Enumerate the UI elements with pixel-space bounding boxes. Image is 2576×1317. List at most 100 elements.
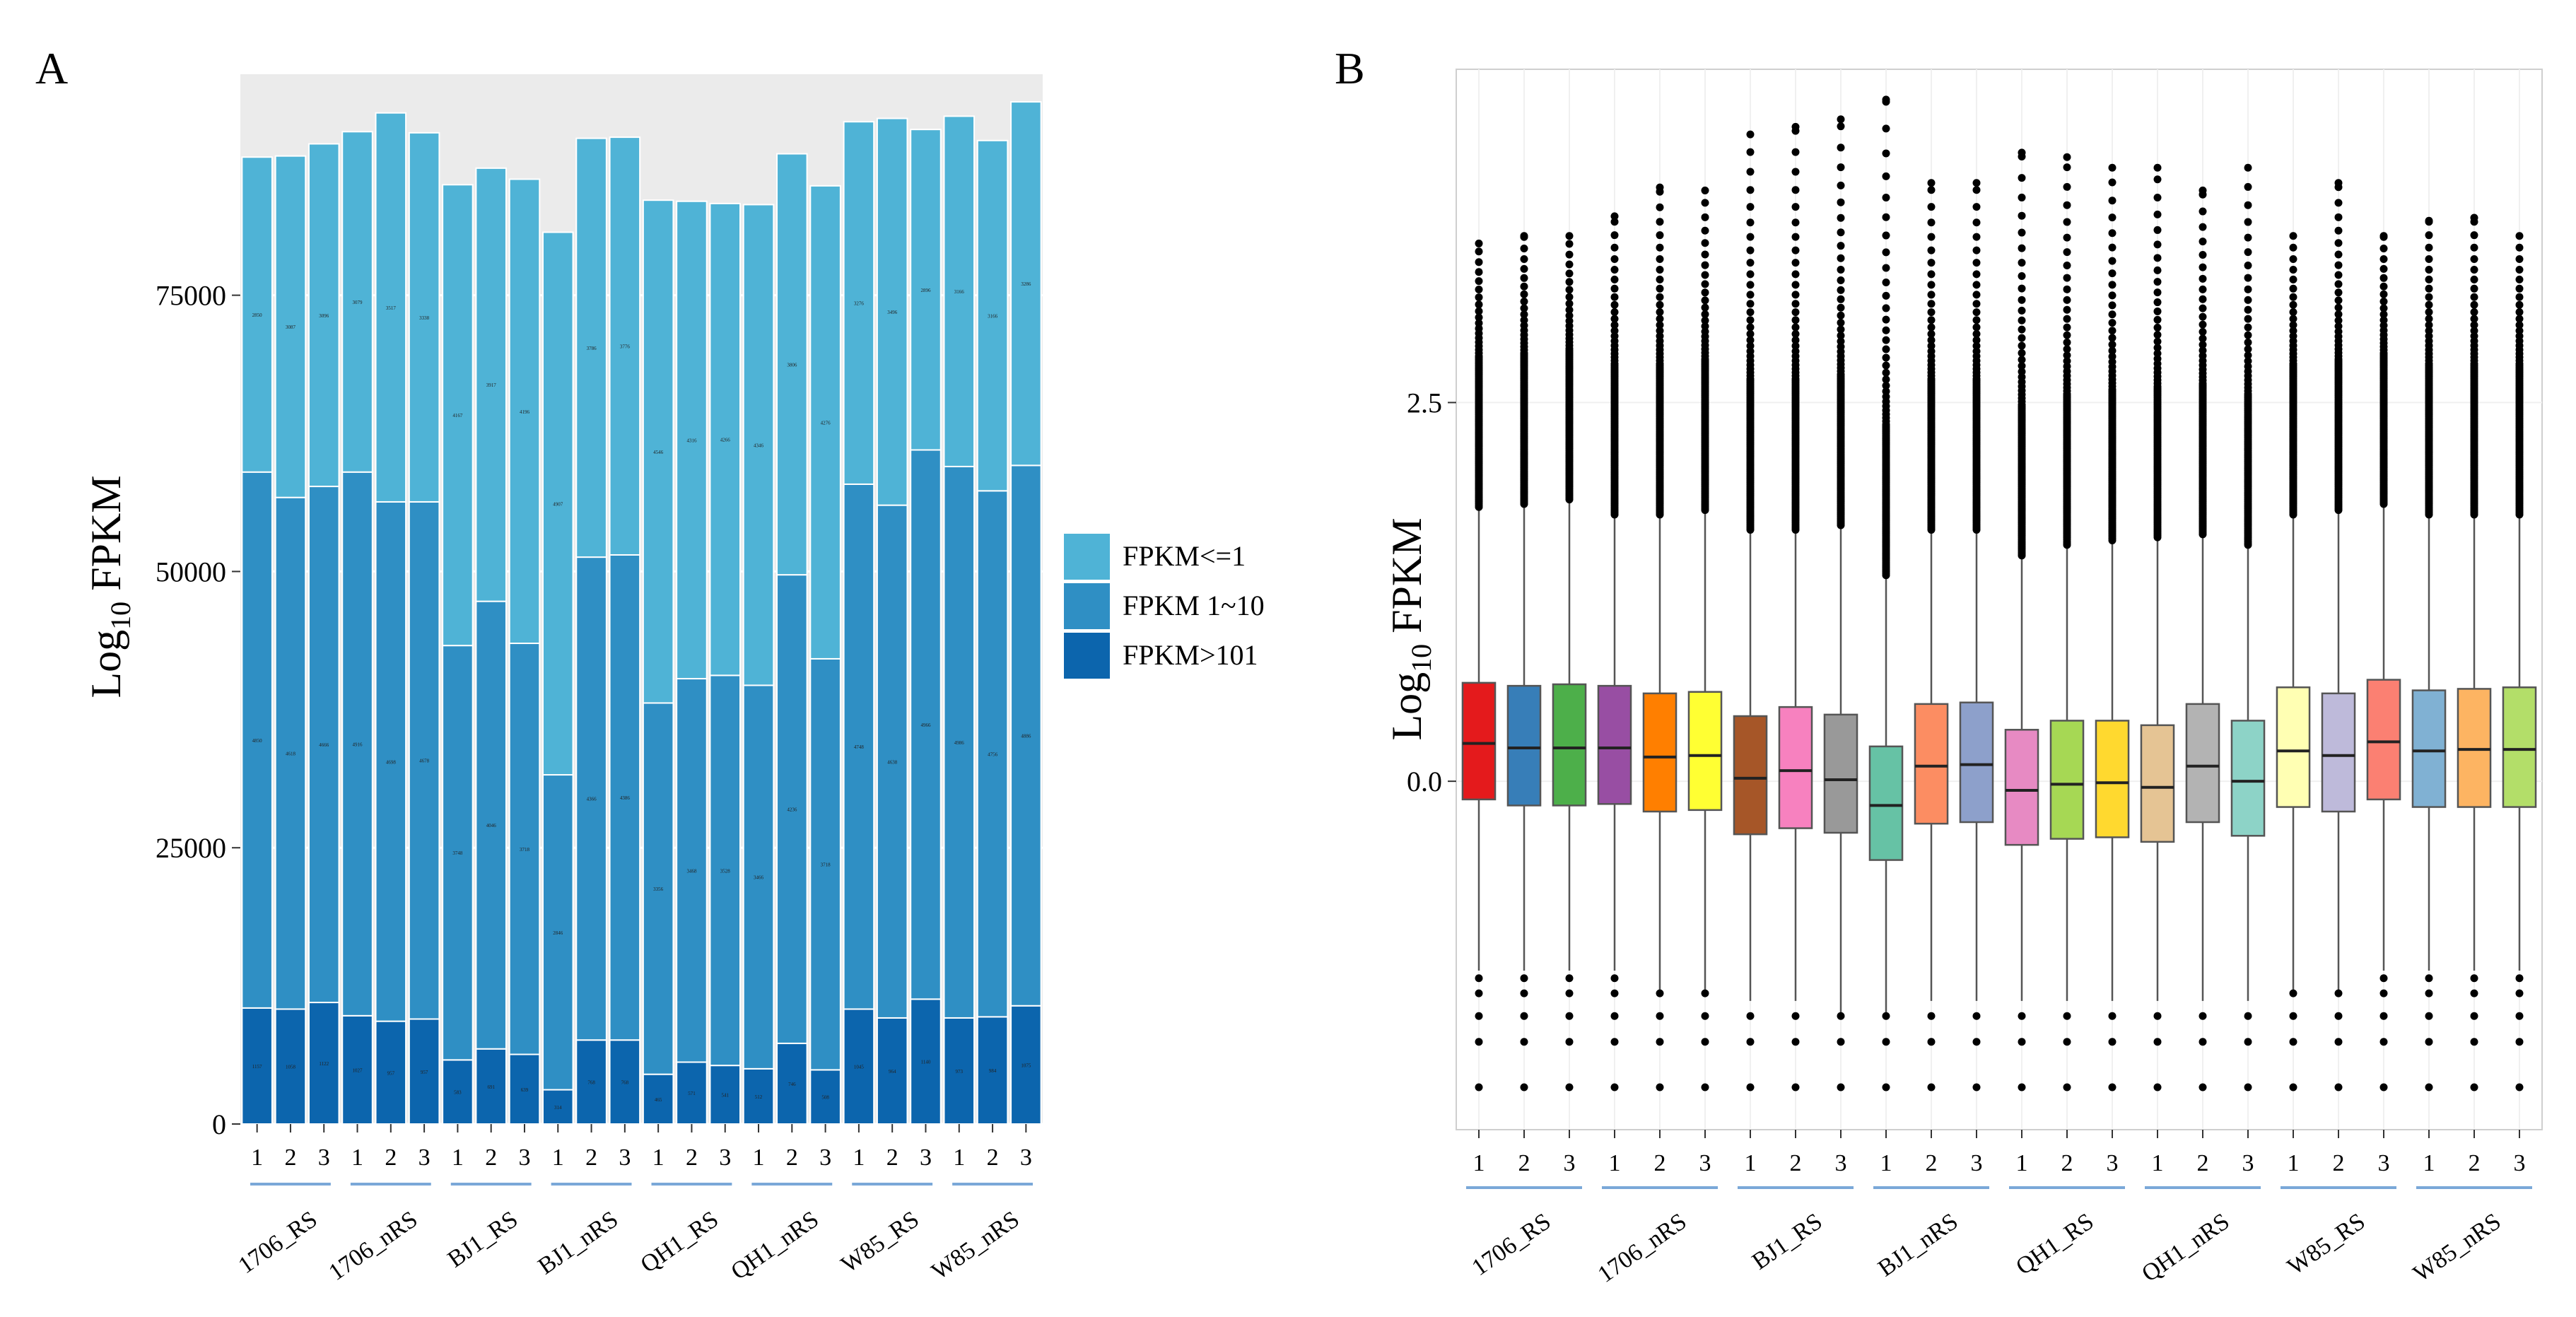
bar-segment-label: 4546 xyxy=(653,450,664,455)
box-outlier-point xyxy=(2515,1083,2524,1091)
box-outlier-point xyxy=(2018,334,2026,342)
bar-segment-label: 4618 xyxy=(286,751,296,757)
box-outlier-point xyxy=(1475,989,1483,997)
box-outlier-point xyxy=(1610,293,1619,301)
bar-segment-label: 4046 xyxy=(486,823,497,829)
box-outlier-point xyxy=(1927,323,1936,332)
box-outlier-point xyxy=(1520,298,1528,306)
chart-b-y-tick-label: 0.0 xyxy=(1407,766,1442,797)
box-outlier-point xyxy=(1791,336,1800,344)
box-outlier-point xyxy=(1791,291,1800,299)
box-outlier-point xyxy=(1565,250,1574,259)
bar-segment xyxy=(843,121,875,485)
box-body xyxy=(2185,703,2220,824)
box-outlier-point xyxy=(1746,233,1755,241)
bar-segment-label: 4678 xyxy=(419,759,430,764)
chart-a-replicate-label: 3 xyxy=(1020,1145,1032,1171)
box-outlier-point xyxy=(2018,306,2026,315)
box-outlier-point xyxy=(2334,1012,2343,1020)
bar-segment xyxy=(575,556,607,1041)
chart-b-replicate-label: 2 xyxy=(1790,1150,1802,1176)
box-outlier-point xyxy=(1610,308,1619,317)
box-outlier-point xyxy=(1791,1083,1800,1091)
chart-a-replicate-label: 1 xyxy=(753,1145,765,1171)
box-outlier-point xyxy=(2108,281,2117,289)
box-outlier-point xyxy=(2425,216,2433,225)
box-outlier-point xyxy=(1927,300,1936,308)
box-outlier-point xyxy=(2018,373,2026,381)
box-outlier-point xyxy=(1972,323,1981,332)
box-outlier-point xyxy=(2153,193,2162,201)
bar-segment-label: 4167 xyxy=(452,413,463,418)
box-outlier-point xyxy=(2108,310,2117,319)
box-outlier-point xyxy=(2334,239,2343,247)
box-outlier-point xyxy=(2063,262,2071,270)
chart-a-replicate-label: 3 xyxy=(318,1145,330,1171)
bar-segment-label: 314 xyxy=(554,1105,562,1111)
box-outlier-point xyxy=(2515,1012,2524,1020)
box-outlier-point xyxy=(2244,351,2252,360)
box-outlier-point xyxy=(2108,257,2117,265)
box-outlier-point xyxy=(1746,308,1755,317)
box-outlier-point xyxy=(1475,1083,1483,1091)
box-outlier-point xyxy=(1610,265,1619,274)
box-outlier-point xyxy=(1972,281,1981,289)
bar-segment-label: 4666 xyxy=(319,742,329,748)
chart-a-replicate-label: 3 xyxy=(920,1145,932,1171)
chart-b-replicate-label: 1 xyxy=(1473,1150,1485,1176)
chart-b-replicate-label: 1 xyxy=(1609,1150,1621,1176)
box-outlier-point xyxy=(2379,290,2388,298)
box-outlier-point xyxy=(1837,228,1845,237)
box-outlier-point xyxy=(1520,321,1528,329)
box-outlier-point xyxy=(1972,347,1981,356)
bar-segment-label: 1075 xyxy=(1021,1063,1031,1068)
bar-segment-label: 4366 xyxy=(587,797,597,802)
chart-a-replicate-label: 2 xyxy=(686,1145,698,1171)
chart-b-replicate-label: 3 xyxy=(2378,1150,2390,1176)
bar-segment-label: 3718 xyxy=(821,862,831,868)
box-outlier-point xyxy=(2244,182,2252,191)
bar-segment-label: 3466 xyxy=(754,875,764,881)
chart-a-y-axis: 0 25000 50000 75000 xyxy=(156,280,240,1140)
chart-a-plot-background xyxy=(240,74,1043,1124)
box-outlier-point xyxy=(2153,307,2162,315)
box-outlier-point xyxy=(2063,163,2071,172)
box-outlier-point xyxy=(1746,186,1755,194)
box-outlier-point xyxy=(1475,277,1483,286)
box-outlier-point xyxy=(1837,337,1845,346)
bar-segment-label: 3776 xyxy=(620,344,631,350)
box-outlier-point xyxy=(1837,242,1845,250)
box-outlier-point xyxy=(1610,974,1619,983)
box-outlier-point xyxy=(2379,310,2388,319)
box-outlier-point xyxy=(2289,254,2297,263)
box-outlier-point xyxy=(2334,310,2343,319)
box-outlier-point xyxy=(2018,1012,2026,1020)
bar-segment-label: 4756 xyxy=(988,751,998,757)
bar-segment-label: 3338 xyxy=(419,315,430,321)
bar-segment-label: 973 xyxy=(956,1069,964,1075)
chart-a-replicate-label: 3 xyxy=(518,1145,530,1171)
box-outlier-point xyxy=(2244,274,2252,282)
bar-segment xyxy=(575,1039,607,1125)
box-outlier-point xyxy=(1927,246,1936,254)
box-outlier-point xyxy=(1520,232,1528,240)
box-outlier-point xyxy=(1927,347,1936,356)
chart-a-group-label: 1706_RS xyxy=(234,1206,322,1279)
bar-segment xyxy=(609,136,641,556)
box-outlier-point xyxy=(1656,243,1664,252)
box-outlier-point xyxy=(2018,356,2026,364)
chart-b-replicate-label: 1 xyxy=(2288,1150,2300,1176)
box-body xyxy=(2095,720,2130,838)
box-outlier-point xyxy=(2063,218,2071,226)
box-outlier-point xyxy=(1746,1083,1755,1091)
box-outlier-point xyxy=(2199,334,2207,343)
bar-segment-label: 3496 xyxy=(887,310,898,315)
bar-segment-label: 4236 xyxy=(787,807,797,813)
box-outlier-point xyxy=(1837,213,1845,222)
chart-a-y-tick-label: 50000 xyxy=(156,556,226,587)
box-outlier-point xyxy=(1882,193,1890,201)
box-outlier-point xyxy=(1972,270,1981,279)
box-outlier-point xyxy=(2289,284,2297,293)
bar-segment xyxy=(843,483,875,1010)
box-outlier-point xyxy=(2108,1083,2117,1091)
